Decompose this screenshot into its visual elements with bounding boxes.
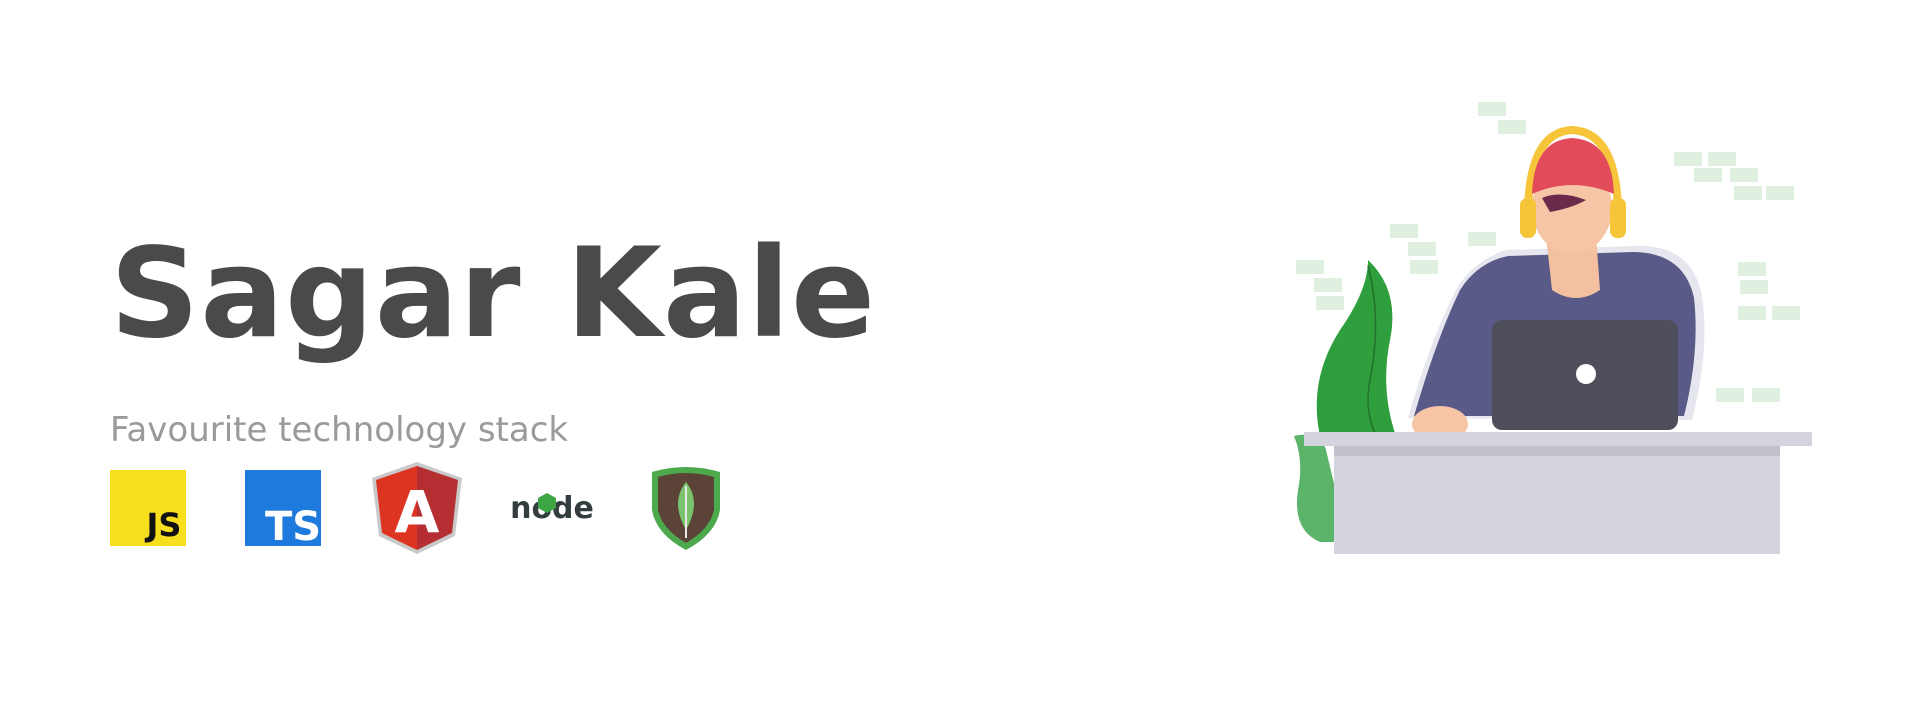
person-illustration [1408, 125, 1705, 442]
headphones-right-cup [1610, 198, 1626, 238]
cube-icon [1468, 232, 1496, 246]
page-title: Sagar Kale [110, 222, 877, 366]
cube-icon [1740, 280, 1768, 294]
headphones-band [1524, 125, 1622, 211]
typescript-icon-label: TS [265, 504, 321, 546]
cube-icon [1730, 168, 1758, 182]
cube-icon [1390, 224, 1418, 238]
floating-cubes [1296, 102, 1800, 402]
tech-stack-logos: JS TS A node [110, 462, 750, 562]
mongodb-icon [652, 467, 720, 550]
cube-icon [1738, 262, 1766, 276]
desk [1304, 432, 1812, 554]
javascript-icon-bg [110, 470, 186, 546]
cube-icon [1408, 242, 1436, 256]
cube-icon [1694, 168, 1722, 182]
cube-icon [1766, 186, 1794, 200]
cube-icon [1296, 260, 1324, 274]
cube-icon [1498, 120, 1526, 134]
cube-icon [1708, 152, 1736, 166]
nodejs-icon: node [510, 491, 594, 526]
desk-top [1304, 432, 1812, 446]
cube-icon [1316, 296, 1344, 310]
person-cap [1532, 138, 1614, 194]
cube-icon [1752, 388, 1780, 402]
angular-icon: A [372, 462, 462, 554]
developer-illustration [1294, 102, 1812, 554]
cube-icon [1674, 152, 1702, 166]
person-hair [1542, 194, 1586, 212]
cube-icon [1410, 260, 1438, 274]
cube-icon [1716, 388, 1744, 402]
cube-icon [1738, 306, 1766, 320]
angular-icon-right [417, 466, 458, 550]
cube-icon [1314, 278, 1342, 292]
javascript-icon-label: JS [145, 506, 182, 544]
cube-icon [1734, 186, 1762, 200]
typescript-icon-bg [245, 470, 321, 546]
plant-leaf-back [1316, 260, 1396, 436]
typescript-icon: TS [245, 470, 321, 546]
nodejs-icon-hexagon [538, 493, 556, 513]
headphones-left-cup [1520, 198, 1536, 238]
javascript-icon: JS [110, 470, 186, 546]
cube-icon [1478, 102, 1506, 116]
angular-icon-left [376, 466, 417, 550]
laptop-logo-icon [1576, 364, 1596, 384]
desk-shadow [1334, 446, 1780, 456]
plant-vein [1367, 265, 1377, 437]
cube-icon [1772, 306, 1800, 320]
desk-body [1334, 456, 1780, 554]
angular-icon-label: A [395, 478, 440, 546]
stack-subtitle: Favourite technology stack [110, 410, 569, 450]
